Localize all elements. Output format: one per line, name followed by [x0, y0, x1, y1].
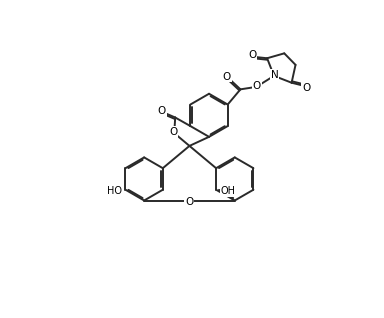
Text: HO: HO	[107, 186, 122, 196]
Text: O: O	[302, 83, 310, 93]
Text: O: O	[248, 50, 257, 59]
Text: O: O	[169, 127, 177, 137]
Text: O: O	[223, 72, 231, 82]
Text: O: O	[185, 197, 194, 207]
Text: OH: OH	[221, 186, 236, 196]
Text: O: O	[253, 81, 261, 91]
Text: N: N	[271, 70, 278, 80]
Text: O: O	[158, 106, 166, 116]
